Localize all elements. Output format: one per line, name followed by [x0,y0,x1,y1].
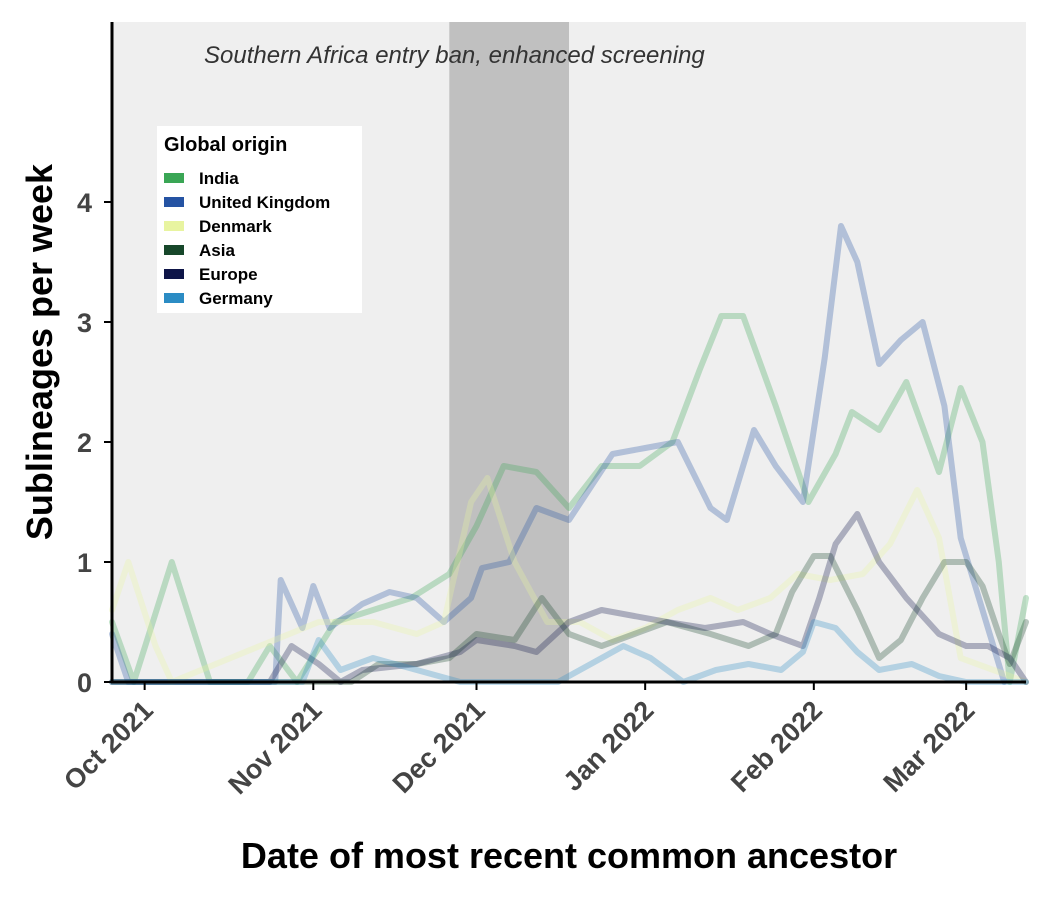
series-line-united-kingdom [109,223,1008,685]
annotation-text: Southern Africa entry ban, enhanced scre… [204,42,705,69]
legend-swatch [164,173,184,183]
legend-swatch [164,293,184,303]
y-tick-label: 4 [77,188,92,218]
series-layer [109,223,1029,685]
legend: Global origin India United Kingdom Denmark… [157,126,362,313]
y-tick-label: 3 [77,308,92,338]
series-line-asia [109,553,1029,685]
series-line-europe [109,511,1029,685]
legend-label: Denmark [199,217,272,236]
y-tick-label: 1 [77,548,92,578]
y-tick-label: 2 [77,428,92,458]
legend-label: Asia [199,241,235,260]
x-tick-label: Jan 2022 [558,695,660,797]
legend-label: United Kingdom [199,193,330,212]
legend-swatch [164,221,184,231]
legend-box [157,126,362,313]
shaded-period [449,22,569,682]
legend-label: Germany [199,289,273,308]
x-tick-label: Mar 2022 [877,695,980,798]
legend-label: Europe [199,265,258,284]
legend-swatch [164,245,184,255]
legend-title: Global origin [164,134,287,156]
legend-label: India [199,169,239,188]
x-tick-label: Dec 2021 [387,695,491,799]
series-line-germany [109,619,1029,685]
legend-swatch [164,197,184,207]
legend-swatch [164,269,184,279]
y-tick-label: 0 [77,668,92,698]
x-axis-title: Date of most recent common ancestor [241,835,897,876]
series-line-india [109,313,1029,685]
legend-items: India United Kingdom Denmark Asia Europe Germ… [164,169,330,308]
x-tick-label: Oct 2021 [58,695,159,796]
x-ticks: Oct 2021 Nov 2021 Dec 2021 Jan 2022 Feb 2022… [58,682,980,800]
series-line-denmark [109,475,1029,685]
y-ticks: 0 1 2 3 4 [77,188,112,698]
x-tick-label: Feb 2022 [725,695,828,798]
y-axis-title: Sublineages per week [19,163,60,540]
x-tick-label: Nov 2021 [222,695,327,800]
